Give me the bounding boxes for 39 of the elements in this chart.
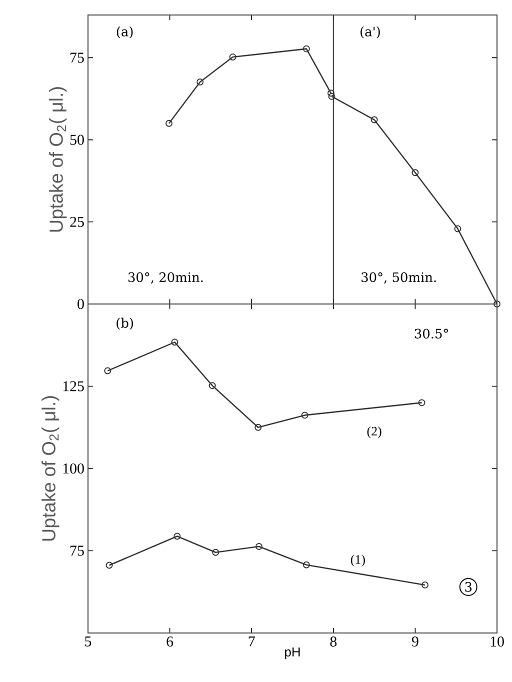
point bbox=[302, 45, 310, 52]
x-tick-label: 9 bbox=[412, 636, 418, 647]
point bbox=[212, 548, 220, 556]
point bbox=[196, 78, 204, 86]
point bbox=[301, 412, 308, 419]
annotation: 30.5° bbox=[414, 328, 448, 339]
point bbox=[208, 382, 216, 390]
annotation: (a') bbox=[360, 26, 380, 38]
y-tick-label: 25 bbox=[70, 216, 84, 227]
x-tick-label: 6 bbox=[166, 636, 174, 647]
series-label: (2) bbox=[367, 426, 382, 438]
point bbox=[254, 424, 262, 431]
point bbox=[255, 542, 262, 550]
annotation: 30°, 20min. bbox=[128, 272, 203, 284]
y-tick-label: 0 bbox=[78, 298, 84, 310]
x-tick-label: 5 bbox=[85, 636, 92, 646]
point bbox=[171, 338, 178, 346]
series-label: (1) bbox=[350, 554, 365, 566]
annotation: 30°, 50min. bbox=[362, 272, 436, 284]
y-tick-label: 75 bbox=[70, 546, 84, 556]
point bbox=[174, 532, 181, 540]
point bbox=[302, 561, 310, 568]
y-tick-label: 100 bbox=[63, 463, 84, 474]
annotation: (b) bbox=[116, 318, 133, 330]
y-tick-label: 75 bbox=[70, 52, 84, 63]
y-tick-label: 50 bbox=[70, 134, 84, 145]
point bbox=[412, 169, 419, 176]
point bbox=[454, 225, 462, 232]
point bbox=[229, 54, 236, 61]
x-axis-title: pH bbox=[285, 647, 300, 660]
y-axis-title: Uptake of O$_{2}$( μl.) bbox=[49, 87, 67, 232]
y-axis-title: Uptake of O$_{2}$( μl.) bbox=[42, 396, 60, 541]
point bbox=[370, 116, 378, 124]
x-tick-label: 7 bbox=[248, 636, 255, 646]
annotation: (a) bbox=[116, 26, 133, 38]
annotation: 3 bbox=[465, 582, 472, 592]
x-tick-label: 10 bbox=[490, 636, 504, 647]
y-tick-label: 125 bbox=[63, 381, 84, 392]
x-tick-label: 8 bbox=[330, 636, 337, 647]
